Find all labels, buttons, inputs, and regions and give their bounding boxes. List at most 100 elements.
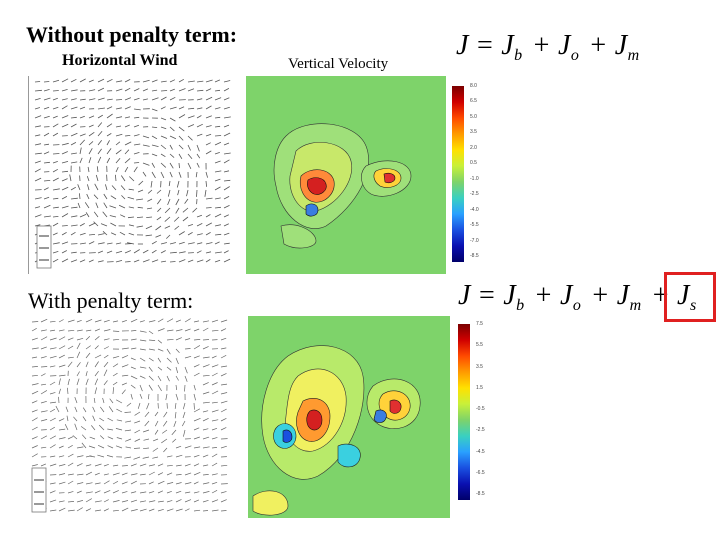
wind-vector [168, 180, 171, 187]
wind-vector [166, 318, 174, 323]
wind-vector [169, 79, 176, 83]
wind-vector [112, 472, 120, 476]
wind-vector [205, 88, 212, 92]
wind-vector [192, 207, 198, 213]
wind-vector [94, 472, 100, 476]
wind-vector [178, 259, 186, 263]
wind-vector [43, 81, 50, 83]
wind-vector [40, 373, 46, 377]
wind-vector [121, 491, 128, 494]
wind-vector [115, 99, 123, 101]
wind-vector [103, 480, 110, 485]
wind-vector [155, 234, 162, 238]
wind-vector [93, 221, 99, 227]
wind-vector [52, 123, 59, 128]
wind-vector [128, 188, 135, 191]
wind-vector [175, 337, 182, 341]
wind-vector [67, 361, 73, 368]
wind-vector [40, 383, 47, 386]
wind-vector [49, 463, 57, 467]
wind-vector [166, 508, 174, 512]
wind-vector [43, 215, 51, 218]
wind-vector [61, 170, 69, 173]
wind-vector [148, 320, 156, 323]
wind-vector [178, 78, 184, 83]
wind-vector [166, 329, 174, 332]
wind-vector [85, 498, 92, 503]
wind-vector [88, 79, 94, 83]
wind-vector [178, 241, 185, 245]
wind-vector [220, 417, 227, 422]
wind-vector [34, 81, 41, 83]
wind-vector [193, 436, 200, 440]
wind-vector [103, 473, 109, 476]
wind-vector [61, 178, 68, 182]
wind-vector [205, 96, 213, 101]
wind-vector [116, 399, 123, 404]
wind-vector [97, 97, 105, 101]
wind-vector [70, 224, 78, 227]
wind-vector [49, 365, 56, 368]
wind-vector [160, 126, 167, 130]
wind-vector [193, 364, 200, 368]
wind-vector [214, 251, 222, 254]
wind-vector [79, 232, 86, 236]
wind-vector [58, 336, 66, 341]
wind-vector [112, 338, 120, 341]
wind-vector [223, 159, 230, 164]
top-velocity-field [273, 123, 412, 249]
wind-vector [214, 160, 221, 164]
wind-vector [103, 338, 110, 341]
wind-vector [151, 97, 159, 101]
wind-vector [178, 153, 183, 160]
wind-vector [193, 491, 200, 494]
wind-vector [85, 335, 91, 341]
wind-vector [61, 232, 67, 236]
wind-vector [178, 88, 186, 92]
wind-vector [103, 508, 109, 512]
wind-vector [93, 397, 96, 404]
wind-vector [115, 260, 123, 263]
wind-vector [110, 232, 117, 236]
wind-vector [220, 392, 228, 395]
wind-vector [186, 189, 189, 197]
wind-vector [67, 378, 70, 386]
wind-vector [76, 378, 80, 386]
colorbar-tick: -4.5 [476, 448, 485, 455]
wind-vector [178, 135, 184, 141]
wind-vector [115, 149, 122, 155]
wind-vector [205, 214, 211, 218]
wind-vector [187, 162, 192, 169]
wind-vector [74, 423, 78, 431]
wind-vector [136, 225, 144, 228]
top-equation: J = Jb + Jo + Jm [456, 30, 640, 64]
wind-vector [43, 187, 49, 191]
wind-vector [106, 78, 113, 83]
wind-vector [169, 251, 177, 254]
wind-vector [121, 347, 129, 350]
wind-vector [211, 409, 219, 413]
top-heading: Without penalty term: [26, 22, 238, 47]
wind-vector [171, 429, 177, 436]
wind-vector [193, 393, 196, 401]
wind-vector [49, 455, 56, 458]
wind-vector [220, 499, 227, 503]
wind-vector [178, 106, 185, 110]
wind-vector [202, 364, 210, 368]
wind-vector [176, 180, 180, 188]
wind-vector [142, 171, 147, 177]
wind-vector [157, 472, 164, 476]
wind-vector [82, 407, 87, 413]
wind-vector [58, 455, 65, 458]
wind-vector [139, 348, 146, 351]
wind-vector [31, 327, 37, 332]
wind-vector [116, 437, 123, 440]
wind-vector [97, 156, 102, 164]
wind-vector [184, 508, 190, 512]
wind-vector [148, 330, 154, 335]
wind-vector [61, 115, 69, 119]
wind-vector [115, 242, 122, 245]
wind-vector [34, 115, 42, 119]
wind-vector [58, 319, 64, 323]
wind-vector [43, 151, 50, 155]
